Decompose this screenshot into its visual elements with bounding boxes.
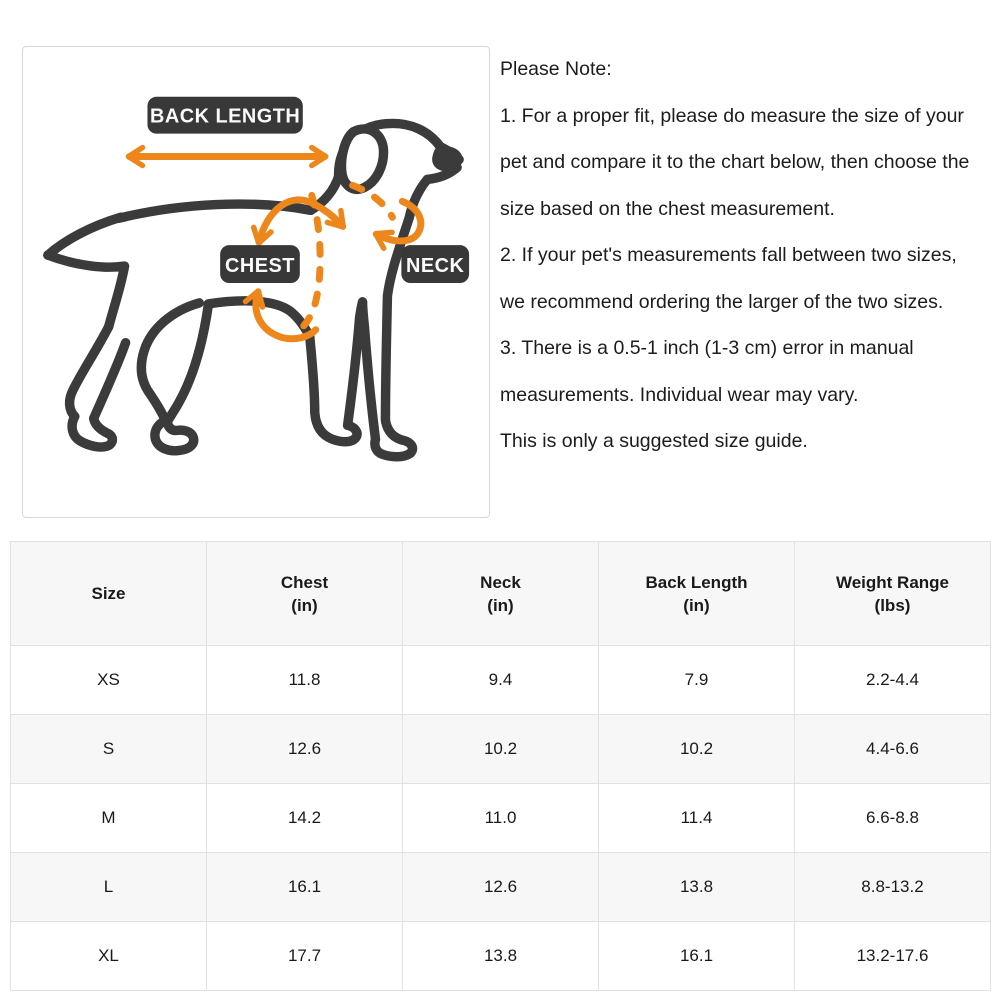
notes-panel: Please Note: 1. For a proper fit, please… [500,46,1000,465]
note-line: 1. For a proper fit, please do measure t… [500,104,964,127]
dog-front-leg-far [305,297,368,447]
size-cell: M [10,783,207,853]
chest-cell: 11.8 [206,645,403,715]
weight-range-cell: 8.8-13.2 [794,852,991,922]
header-cell-weight-range: Weight Range (lbs) [794,541,991,646]
dog-rear-leg-far [64,322,131,452]
header-cell-chest: Chest (in) [206,541,403,646]
chest-cell: 12.6 [206,714,403,784]
measurement-diagram: BACK LENGTH CHEST NECK [22,46,490,518]
table-row-l: L 16.1 12.6 13.8 8.8-13.2 [10,852,991,922]
neck-label-pill: NECK [401,245,470,283]
note-line: This is only a suggested size guide. [500,430,808,452]
back-length-label: BACK LENGTH [150,106,300,128]
weight-range-cell: 4.4-6.6 [794,714,991,784]
note-line: 2. If your pet's measurements fall betwe… [500,244,957,266]
dog-ear [336,124,389,195]
table-row-xs: XS 11.8 9.4 7.9 2.2-4.4 [10,645,991,715]
note-line: we recommend ordering the larger of the … [500,290,944,313]
weight-range-cell: 13.2-17.6 [794,921,991,991]
size-cell: S [10,714,207,784]
dog-tail-top [43,212,126,260]
chest-measure-arc-bottom [242,288,320,343]
size-cell: L [10,852,207,922]
back-length-pill-bg [147,96,303,134]
dog-back-line [113,199,316,224]
chest-pill-bg [220,245,300,283]
back-length-cell: 11.4 [598,783,795,853]
table-row-s: S 12.6 10.2 10.2 4.4-6.6 [10,714,991,784]
header-cell-size: Size [10,541,207,646]
notes-title: Please Note: [500,58,612,80]
neck-cell: 9.4 [402,645,599,715]
back-length-cell: 7.9 [598,645,795,715]
dog-throat-front-leg [357,174,432,462]
chest-label: CHEST [225,255,295,277]
back-length-cell: 10.2 [598,714,795,784]
neck-girth-dashed-line [349,181,396,221]
neck-cell: 13.8 [402,921,599,991]
size-cell: XL [10,921,207,991]
dog-measurement-illustration: BACK LENGTH CHEST NECK [43,96,470,462]
back-length-label-pill: BACK LENGTH [147,96,303,134]
chest-label-pill: CHEST [220,245,300,283]
note-line: size based on the chest measurement. [500,197,835,220]
neck-measure-arc [372,197,425,251]
weight-range-cell: 2.2-4.4 [794,645,991,715]
chest-cell: 16.1 [206,852,403,922]
neck-cell: 12.6 [402,852,599,922]
dog-nose [432,146,463,172]
note-line: measurements. Individual wear may vary. [500,383,859,406]
chest-cell: 17.7 [206,921,403,991]
dog-rear-leg-near-back [162,301,213,427]
table-row-m: M 14.2 11.0 11.4 6.6-8.8 [10,783,991,853]
neck-label: NECK [406,255,465,277]
dog-rear-leg-near-front [136,298,204,456]
weight-range-cell: 6.6-8.8 [794,783,991,853]
size-chart-table: Size Chest (in) Neck (in) Back Length (i… [10,541,991,991]
back-length-cell: 13.8 [598,852,795,922]
note-line: 3. There is a 0.5-1 inch (1-3 cm) error … [500,337,914,359]
size-chart-section: Size Chest (in) Neck (in) Back Length (i… [10,541,991,991]
dog-tail-bottom [43,250,130,332]
dog-outline [43,118,464,462]
neck-cell: 11.0 [402,783,599,853]
size-cell: XS [10,645,207,715]
neck-cell: 10.2 [402,714,599,784]
table-row-xl: XL 17.7 13.8 16.1 13.2-17.6 [10,921,991,991]
header-row: Size Chest (in) Neck (in) Back Length (i… [10,541,991,646]
chest-girth-dashed-line [296,191,324,334]
note-line: pet and compare it to the chart below, t… [500,151,970,173]
neck-pill-bg [401,245,470,283]
back-length-cell: 16.1 [598,921,795,991]
header-cell-neck: Neck (in) [402,541,599,646]
measurement-annotations [125,144,425,343]
chest-cell: 14.2 [206,783,403,853]
header-cell-back-length: Back Length (in) [598,541,795,646]
